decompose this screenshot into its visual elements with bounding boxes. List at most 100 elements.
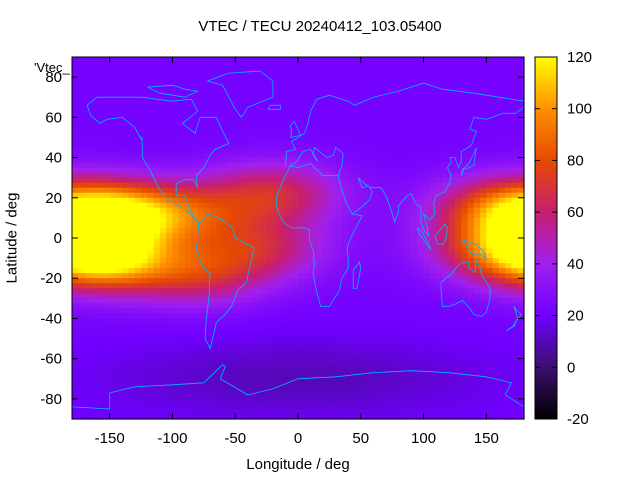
heatmap-cell (78, 253, 86, 259)
heatmap-cell (128, 207, 136, 214)
heatmap-cell (480, 207, 487, 214)
heatmap-cell (272, 227, 280, 234)
heatmap-cell (448, 197, 456, 204)
heatmap-cell (461, 273, 469, 279)
heatmap-cell (109, 263, 117, 269)
heatmap-cell (454, 197, 462, 204)
heatmap-cell (492, 232, 500, 239)
heatmap-cell (228, 87, 236, 93)
heatmap-cell (354, 368, 362, 375)
heatmap-cell (392, 258, 400, 264)
heatmap-cell (341, 373, 349, 380)
heatmap-cell (147, 353, 155, 360)
heatmap-cell (235, 147, 243, 154)
heatmap-cell (385, 338, 393, 345)
heatmap-cell (103, 363, 111, 370)
heatmap-cell (467, 288, 475, 294)
heatmap-cell (272, 253, 280, 259)
heatmap-cell (354, 358, 362, 365)
heatmap-cell (285, 368, 293, 375)
heatmap-cell (222, 77, 230, 83)
heatmap-cell (329, 383, 337, 390)
heatmap-cell (166, 398, 174, 405)
heatmap-cell (304, 368, 312, 375)
heatmap-cell (467, 217, 475, 224)
heatmap-cell (203, 217, 211, 224)
heatmap-cell (486, 172, 494, 179)
heatmap-cell (473, 147, 481, 154)
heatmap-cell (147, 368, 155, 375)
heatmap-cell (285, 67, 293, 73)
heatmap-cell (210, 288, 217, 294)
heatmap-cell (442, 378, 450, 385)
heatmap-cell (109, 333, 117, 340)
heatmap-cell (254, 77, 261, 83)
heatmap-cell (329, 348, 337, 355)
heatmap-cell (298, 388, 305, 395)
heatmap-cell (335, 192, 343, 199)
heatmap-cell (260, 333, 268, 340)
heatmap-cell (109, 328, 117, 335)
heatmap-cell (486, 383, 494, 390)
heatmap-cell (122, 363, 130, 370)
heatmap-cell (461, 107, 469, 113)
heatmap-cell (517, 293, 525, 299)
heatmap-cell (354, 192, 362, 199)
heatmap-cell (454, 278, 462, 284)
heatmap-cell (285, 142, 293, 149)
heatmap-cell (436, 107, 443, 113)
heatmap-cell (235, 253, 243, 259)
heatmap-cell (254, 373, 261, 380)
heatmap-cell (298, 107, 305, 113)
heatmap-cell (90, 303, 98, 309)
heatmap-cell (72, 102, 79, 108)
heatmap-cell (141, 77, 148, 83)
heatmap-cell (367, 167, 374, 174)
heatmap-cell (398, 202, 406, 209)
heatmap-cell (254, 62, 261, 68)
heatmap-cell (323, 77, 330, 83)
heatmap-cell (429, 343, 437, 350)
heatmap-cell (272, 393, 280, 400)
heatmap-cell (417, 283, 425, 289)
heatmap-cell (335, 217, 343, 224)
heatmap-cell (291, 222, 299, 229)
heatmap-cell (247, 192, 255, 199)
heatmap-cell (266, 343, 274, 350)
heatmap-cell (122, 338, 130, 345)
heatmap-cell (241, 363, 249, 370)
heatmap-cell (254, 142, 261, 149)
heatmap-cell (210, 328, 217, 335)
heatmap-cell (147, 403, 155, 410)
heatmap-cell (90, 177, 98, 184)
heatmap-cell (185, 313, 192, 320)
heatmap-cell (115, 403, 123, 410)
heatmap-cell (228, 187, 236, 194)
heatmap-cell (241, 283, 249, 289)
heatmap-cell (429, 323, 437, 330)
heatmap-cell (72, 152, 79, 159)
heatmap-cell (235, 142, 243, 149)
heatmap-cell (210, 62, 217, 68)
heatmap-cell (360, 167, 368, 174)
heatmap-cell (341, 92, 349, 98)
heatmap-cell (304, 378, 312, 385)
heatmap-cell (247, 147, 255, 154)
heatmap-cell (203, 187, 211, 194)
heatmap-cell (103, 353, 111, 360)
heatmap-cell (272, 147, 280, 154)
heatmap-cell (354, 97, 362, 103)
heatmap-cell (454, 373, 462, 380)
heatmap-cell (159, 112, 167, 118)
heatmap-cell (147, 212, 155, 219)
heatmap-cell (266, 283, 274, 289)
heatmap-cell (210, 182, 217, 189)
heatmap-cell (442, 338, 450, 345)
heatmap-cell (153, 167, 161, 174)
heatmap-cell (316, 253, 324, 259)
heatmap-cell (216, 207, 224, 214)
heatmap-cell (266, 378, 274, 385)
heatmap-cell (147, 288, 155, 294)
heatmap-cell (78, 232, 86, 239)
heatmap-cell (247, 142, 255, 149)
